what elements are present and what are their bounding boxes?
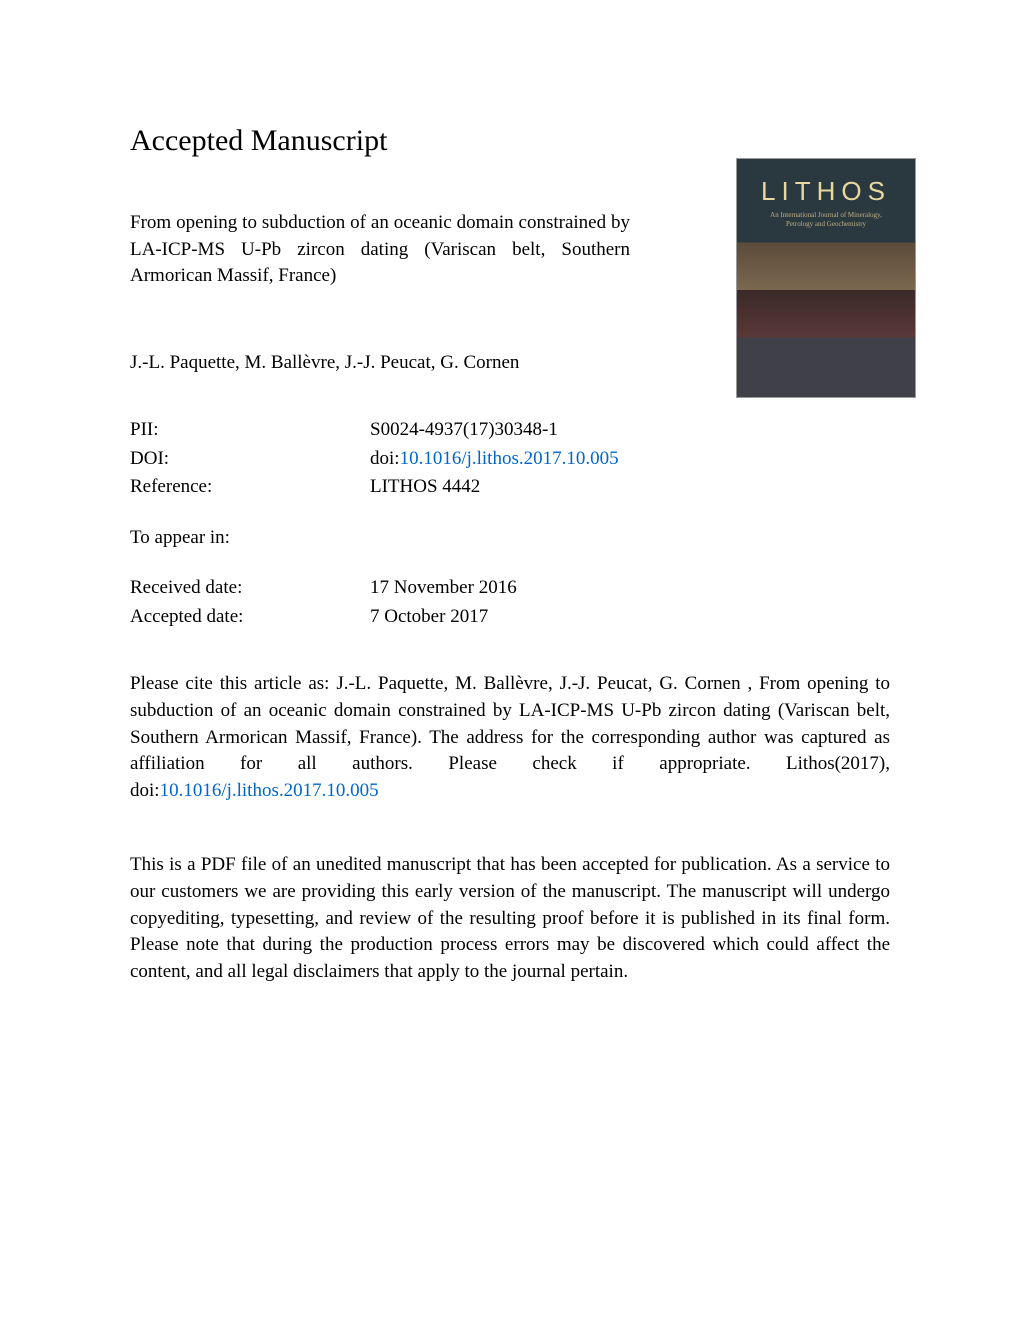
- appear-value: [370, 524, 890, 553]
- journal-cover-subtitle: An International Journal of Mineralogy, …: [770, 211, 882, 228]
- journal-cover-title: LITHOS: [761, 173, 891, 209]
- metadata-row-accepted: Accepted date: 7 October 2017: [130, 603, 890, 632]
- cover-subtitle-line: Petrology and Geochemistry: [786, 220, 866, 228]
- received-label: Received date:: [130, 574, 370, 603]
- accepted-value: 7 October 2017: [370, 603, 890, 632]
- reference-label: Reference:: [130, 473, 370, 502]
- citation-paragraph: Please cite this article as: J.-L. Paque…: [130, 671, 890, 804]
- reference-value: LITHOS 4442: [370, 473, 890, 502]
- appear-label: To appear in:: [130, 524, 370, 553]
- pii-value: S0024-4937(17)30348-1: [370, 416, 890, 445]
- metadata-row-reference: Reference: LITHOS 4442: [130, 473, 890, 502]
- citation-doi-link[interactable]: 10.1016/j.lithos.2017.10.005: [160, 780, 379, 801]
- metadata-row-doi: DOI: doi:10.1016/j.lithos.2017.10.005: [130, 445, 890, 474]
- doi-label: DOI:: [130, 445, 370, 474]
- top-section: LITHOS An International Journal of Miner…: [130, 210, 890, 631]
- doi-value: doi:10.1016/j.lithos.2017.10.005: [370, 445, 890, 474]
- metadata-row-received: Received date: 17 November 2016: [130, 574, 890, 603]
- cover-subtitle-line: An International Journal of Mineralogy,: [770, 211, 882, 219]
- disclaimer-paragraph: This is a PDF file of an unedited manusc…: [130, 852, 890, 985]
- page-heading: Accepted Manuscript: [130, 120, 890, 162]
- pii-label: PII:: [130, 416, 370, 445]
- metadata-table: PII: S0024-4937(17)30348-1 DOI: doi:10.1…: [130, 416, 890, 631]
- metadata-row-pii: PII: S0024-4937(17)30348-1: [130, 416, 890, 445]
- accepted-label: Accepted date:: [130, 603, 370, 632]
- doi-prefix: doi:: [370, 448, 400, 469]
- metadata-row-appear: To appear in:: [130, 524, 890, 553]
- received-value: 17 November 2016: [370, 574, 890, 603]
- article-title: From opening to subduction of an oceanic…: [130, 210, 630, 290]
- journal-cover-thumbnail: LITHOS An International Journal of Miner…: [736, 158, 916, 398]
- doi-link[interactable]: 10.1016/j.lithos.2017.10.005: [400, 448, 619, 469]
